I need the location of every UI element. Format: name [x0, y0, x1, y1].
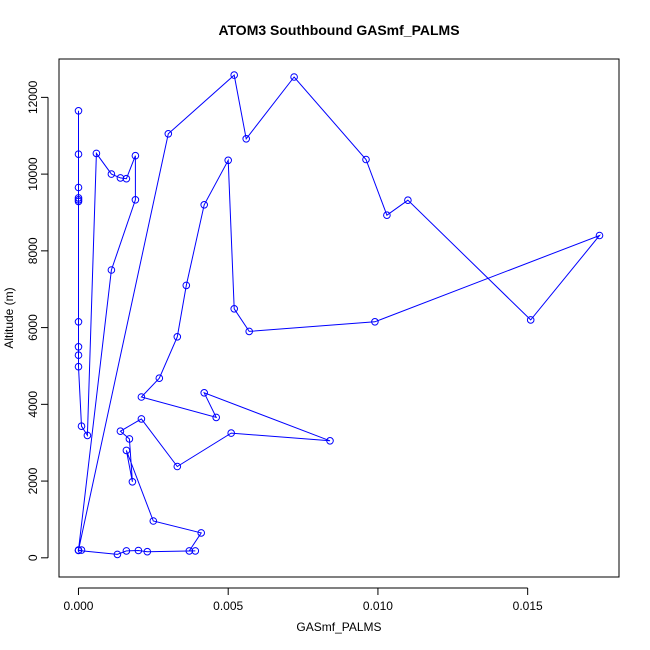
data-point	[74, 150, 83, 158]
data-point	[74, 194, 83, 202]
data-point	[137, 393, 146, 401]
data-point	[371, 318, 379, 326]
data-point	[242, 135, 250, 143]
plot-area	[58, 58, 620, 578]
data-point	[125, 435, 134, 443]
series-line	[78, 74, 602, 555]
y-tick-label: 0	[26, 554, 40, 561]
data-point	[92, 149, 101, 158]
data-point	[74, 183, 83, 192]
x-axis-label: GASmf_PALMS	[296, 620, 381, 634]
data-point	[107, 266, 116, 274]
data-point	[230, 305, 238, 313]
data-point	[113, 550, 122, 559]
data-point	[173, 333, 182, 341]
data-point	[224, 156, 232, 165]
data-point	[131, 196, 140, 204]
data-point	[191, 547, 200, 555]
data-point	[143, 547, 152, 556]
data-point	[383, 211, 391, 219]
data-series	[74, 71, 604, 559]
data-point	[74, 197, 83, 206]
data-point	[116, 427, 125, 436]
data-point	[107, 170, 116, 178]
data-point	[173, 462, 182, 471]
data-point	[245, 327, 253, 336]
y-tick-label: 8000	[26, 237, 40, 264]
data-point	[83, 431, 92, 440]
data-point	[155, 374, 164, 383]
chart-title: ATOM3 Southbound GASmf_PALMS	[218, 22, 459, 38]
data-point	[149, 517, 158, 525]
data-point	[74, 343, 83, 351]
y-tick-label: 6000	[26, 314, 40, 341]
data-point	[77, 422, 86, 431]
data-point	[290, 73, 298, 81]
data-point	[185, 547, 194, 555]
x-tick-label: 0.000	[63, 599, 93, 613]
data-point	[200, 201, 208, 209]
data-point	[74, 546, 83, 555]
x-tick-label: 0.010	[363, 599, 393, 613]
data-point	[212, 413, 220, 422]
data-point	[230, 71, 238, 79]
data-point	[122, 446, 131, 455]
y-tick-label: 10000	[26, 157, 40, 191]
y-tick-label: 4000	[26, 391, 40, 418]
data-point	[197, 529, 205, 537]
data-point	[164, 130, 173, 138]
data-point	[122, 174, 131, 183]
x-axis: 0.000 0.005 0.010 0.015	[63, 587, 543, 613]
data-point	[74, 351, 83, 360]
data-point	[134, 546, 143, 555]
y-axis: 0 2000 4000 6000 8000 10000 12000	[26, 80, 49, 561]
data-point	[131, 151, 140, 160]
y-tick-label: 2000	[26, 467, 40, 494]
data-point	[137, 415, 146, 423]
x-tick-label: 0.005	[213, 599, 243, 613]
data-point	[128, 478, 137, 486]
data-point	[74, 318, 83, 326]
data-point	[227, 429, 235, 437]
data-point	[362, 155, 370, 164]
data-point	[200, 389, 208, 397]
data-point	[116, 174, 125, 182]
x-tick-label: 0.015	[513, 599, 543, 613]
y-axis-label: Altitude (m)	[2, 287, 16, 348]
data-point	[77, 546, 86, 554]
data-point	[122, 547, 131, 555]
data-point	[526, 316, 535, 324]
data-point	[595, 231, 604, 240]
data-point	[74, 107, 83, 115]
data-point	[404, 196, 412, 204]
data-point	[326, 437, 334, 445]
data-point	[74, 362, 83, 371]
y-tick-label: 12000	[26, 80, 40, 114]
data-point	[182, 281, 191, 290]
